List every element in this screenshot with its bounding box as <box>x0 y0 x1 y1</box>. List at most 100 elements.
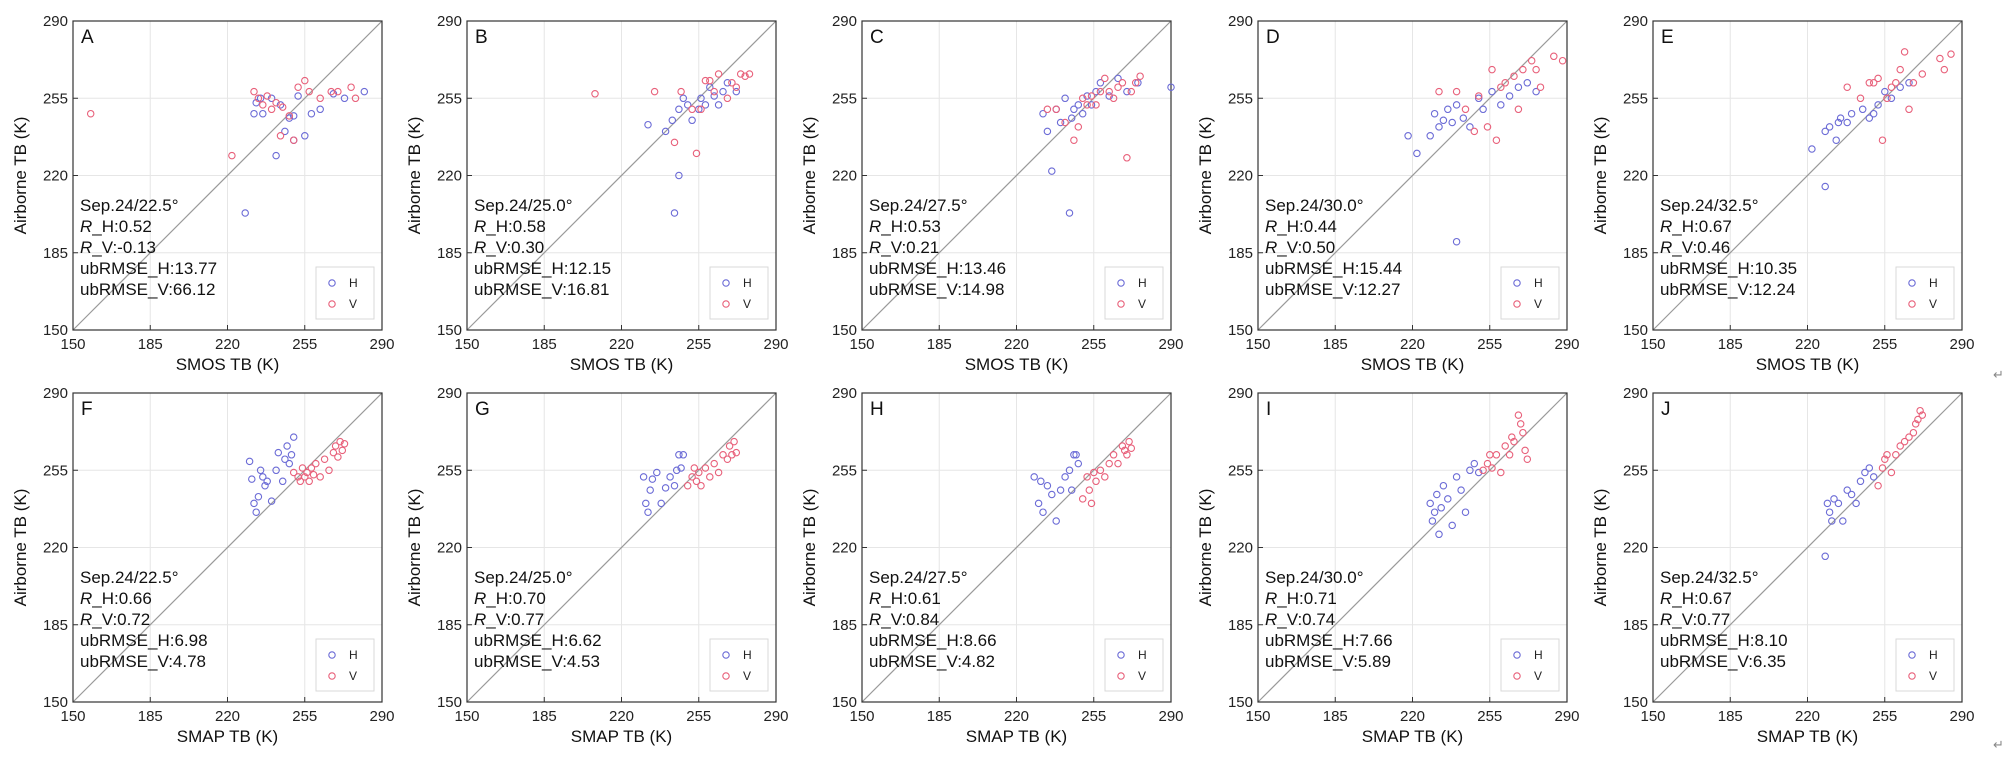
x-tick-label: 290 <box>1949 336 1974 353</box>
data-point-H <box>1067 486 1076 494</box>
x-tick-label: 255 <box>1477 708 1502 725</box>
data-point-V <box>1905 105 1913 114</box>
data-point-H <box>1074 459 1083 468</box>
data-point-H <box>261 481 269 490</box>
stat-line: R_V:0.21 <box>869 238 939 257</box>
data-point-V <box>1070 136 1078 144</box>
data-point-H <box>360 87 369 96</box>
data-point-H <box>285 459 294 468</box>
data-point-H <box>1466 123 1474 131</box>
stat-line: ubRMSE_V:14.98 <box>869 280 1004 299</box>
x-tick-label: 290 <box>369 708 394 725</box>
y-tick-label: 255 <box>1228 462 1253 479</box>
data-point-H <box>1461 508 1470 516</box>
x-axis-label: SMOS TB (K) <box>176 355 280 374</box>
data-point-H <box>1821 182 1829 191</box>
data-point-V <box>312 459 320 468</box>
data-point-H <box>250 109 258 118</box>
data-point-H <box>263 477 271 486</box>
data-point-H <box>1836 114 1845 122</box>
data-point-H <box>278 477 287 486</box>
panel-C: 150 185 220 255 290 150 185 220 255 290 SMOS TB (K… <box>800 13 1184 374</box>
data-point-H <box>248 475 256 483</box>
x-tick-label: 255 <box>1872 708 1897 725</box>
data-point-V <box>1479 466 1487 475</box>
panel-label: E <box>1661 27 1674 48</box>
data-point-H <box>677 464 685 472</box>
data-point-H <box>1404 132 1412 140</box>
data-point-V <box>1078 495 1087 503</box>
panel-label: F <box>81 399 93 420</box>
data-point-V <box>331 442 340 450</box>
data-point-V <box>1074 123 1083 131</box>
data-point-H <box>697 94 705 103</box>
data-point-H <box>1444 495 1452 503</box>
legend-marker-V <box>722 300 730 308</box>
y-tick-label: 255 <box>437 462 462 479</box>
data-point-V <box>1087 92 1096 100</box>
y-tick-label: 150 <box>832 322 857 339</box>
series-H <box>1404 79 1540 246</box>
data-point-H <box>1048 167 1056 175</box>
data-point-H <box>256 466 265 475</box>
x-tick-label: 185 <box>532 336 557 353</box>
data-point-V <box>294 83 302 91</box>
legend-box <box>315 266 375 320</box>
data-point-H <box>1852 499 1860 508</box>
data-point-V <box>1043 105 1052 114</box>
x-axis-label: SMOS TB (K) <box>570 355 674 374</box>
y-tick-label: 220 <box>832 168 857 185</box>
stat-line: Sep.24/32.5° <box>1660 568 1759 587</box>
data-point-V <box>650 87 659 96</box>
legend-marker-H <box>1908 651 1916 659</box>
data-point-H <box>1437 504 1445 512</box>
data-point-H <box>732 87 741 96</box>
y-axis-label: Airborne TB (K) <box>405 489 424 607</box>
data-point-V <box>1892 79 1900 87</box>
y-axis-label: Airborne TB (K) <box>800 489 819 607</box>
data-point-H <box>1092 87 1100 96</box>
data-point-H <box>250 499 258 508</box>
legend-marker-H <box>1513 651 1521 659</box>
x-tick-label: 185 <box>1323 336 1348 353</box>
data-point-H <box>670 209 679 217</box>
data-point-H <box>1078 109 1087 118</box>
data-point-V <box>1883 94 1891 103</box>
x-tick-label: 255 <box>1872 336 1897 353</box>
data-point-V <box>1461 105 1470 114</box>
y-tick-label: 150 <box>437 694 462 711</box>
legend-label-V: V <box>743 669 751 683</box>
stat-line: R_H:0.71 <box>1265 589 1337 608</box>
data-point-H <box>301 132 309 140</box>
data-point-V <box>334 87 342 96</box>
y-axis-label: Airborne TB (K) <box>1196 489 1215 607</box>
data-point-H <box>1134 79 1142 87</box>
stat-line: R_H:0.67 <box>1660 589 1732 608</box>
data-point-H <box>1825 508 1834 516</box>
data-point-H <box>657 499 665 508</box>
data-point-H <box>1061 94 1069 103</box>
x-tick-label: 220 <box>609 708 634 725</box>
x-axis-label: SMAP TB (K) <box>571 727 672 746</box>
data-point-V <box>259 101 267 109</box>
y-tick-label: 255 <box>832 90 857 107</box>
stat-line: R_H:0.58 <box>474 217 546 236</box>
data-point-H <box>252 508 260 516</box>
x-axis-label: SMAP TB (K) <box>177 727 278 746</box>
data-point-H <box>1474 94 1483 103</box>
data-point-V <box>695 468 703 477</box>
data-point-V <box>1488 65 1496 74</box>
data-point-H <box>1037 477 1045 486</box>
data-point-V <box>1435 87 1443 96</box>
legend-marker-V <box>328 672 336 680</box>
data-point-H <box>644 120 652 129</box>
panel-label: C <box>870 27 884 48</box>
series-H <box>245 433 298 516</box>
data-point-V <box>303 468 311 477</box>
x-tick-label: 255 <box>292 336 317 353</box>
data-point-H <box>1523 79 1532 87</box>
data-point-V <box>334 453 342 461</box>
x-tick-label: 290 <box>1158 336 1183 353</box>
data-point-H <box>1070 105 1078 114</box>
data-point-H <box>1474 468 1483 477</box>
